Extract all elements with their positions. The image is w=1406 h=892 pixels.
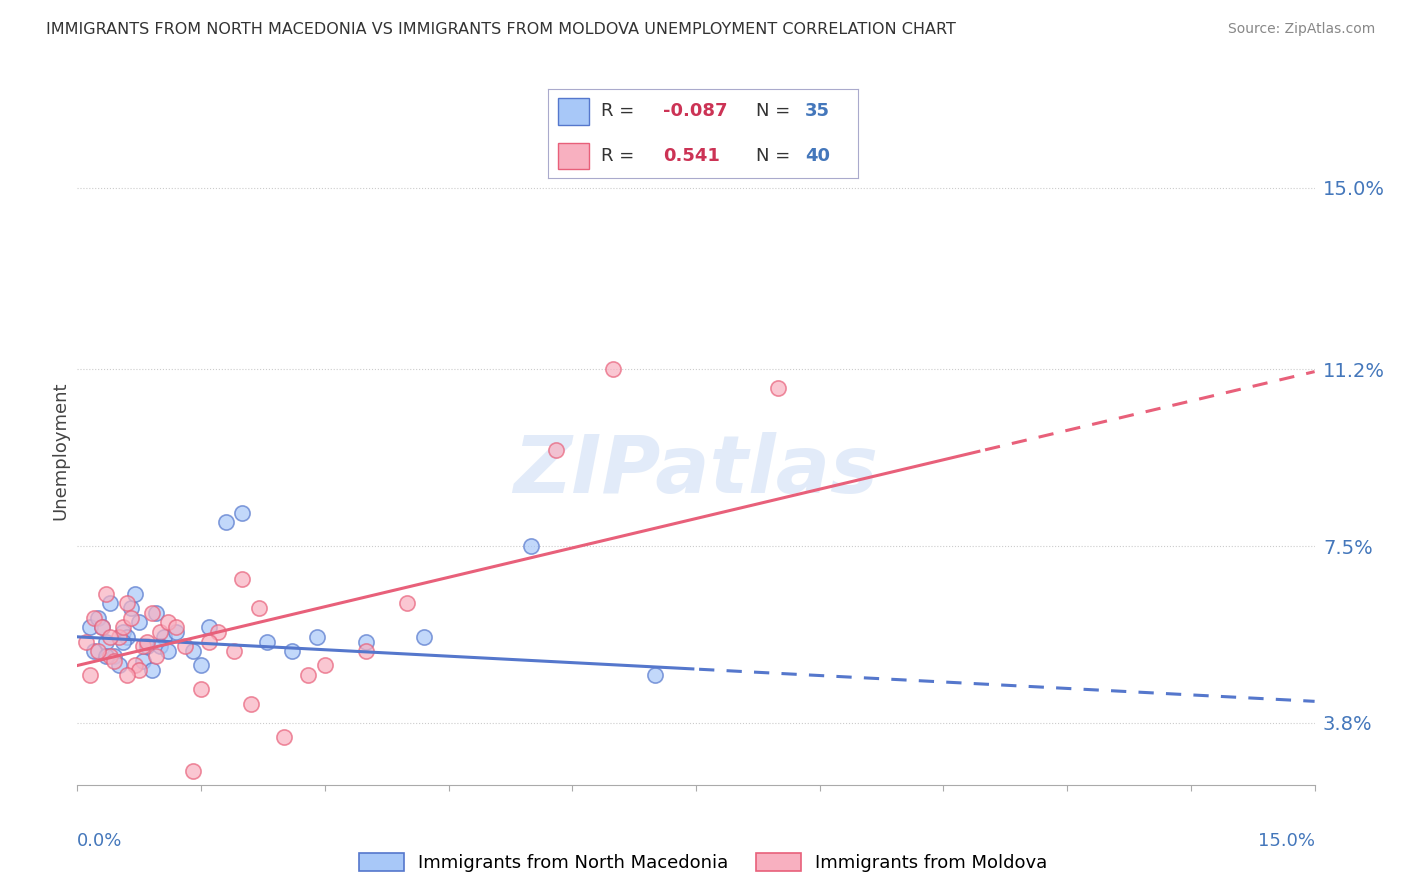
Point xyxy=(141,663,163,677)
Point xyxy=(120,610,142,624)
Point xyxy=(354,644,377,658)
Text: 40: 40 xyxy=(806,146,830,165)
Point xyxy=(412,630,434,644)
Text: N =: N = xyxy=(755,146,796,165)
FancyBboxPatch shape xyxy=(558,98,589,125)
Point xyxy=(273,730,295,744)
Point xyxy=(149,640,172,654)
Point xyxy=(256,634,278,648)
Point xyxy=(520,539,543,553)
Text: Source: ZipAtlas.com: Source: ZipAtlas.com xyxy=(1227,22,1375,37)
Point xyxy=(91,620,114,634)
Point xyxy=(198,634,221,648)
Point xyxy=(181,644,204,658)
Point xyxy=(96,634,118,648)
Text: IMMIGRANTS FROM NORTH MACEDONIA VS IMMIGRANTS FROM MOLDOVA UNEMPLOYMENT CORRELAT: IMMIGRANTS FROM NORTH MACEDONIA VS IMMIG… xyxy=(46,22,956,37)
Text: 15.0%: 15.0% xyxy=(1257,831,1315,850)
Point xyxy=(305,630,328,644)
Point xyxy=(79,668,101,682)
Point xyxy=(231,506,253,520)
Point xyxy=(602,362,624,376)
Point xyxy=(83,610,105,624)
Point xyxy=(136,640,159,654)
Text: N =: N = xyxy=(755,102,796,120)
Point xyxy=(297,668,319,682)
Point xyxy=(354,634,377,648)
Point xyxy=(207,625,229,640)
Point xyxy=(75,634,97,648)
Point xyxy=(132,640,155,654)
Point xyxy=(239,697,262,711)
Point xyxy=(115,668,138,682)
Point xyxy=(83,644,105,658)
Point xyxy=(115,630,138,644)
Point xyxy=(231,573,253,587)
Point xyxy=(141,606,163,620)
Point xyxy=(103,648,125,663)
Point xyxy=(128,615,150,630)
Text: ZIPatlas: ZIPatlas xyxy=(513,432,879,509)
Point xyxy=(165,620,187,634)
Text: 0.541: 0.541 xyxy=(662,146,720,165)
Point xyxy=(96,587,118,601)
Point xyxy=(96,648,118,663)
Point xyxy=(165,625,187,640)
Point xyxy=(98,630,121,644)
Y-axis label: Unemployment: Unemployment xyxy=(51,381,69,520)
Point xyxy=(153,630,176,644)
Point xyxy=(157,644,180,658)
Point xyxy=(145,606,167,620)
Point xyxy=(87,610,110,624)
Text: R =: R = xyxy=(600,146,640,165)
Text: R =: R = xyxy=(600,102,640,120)
Point xyxy=(124,587,146,601)
Text: 0.0%: 0.0% xyxy=(77,831,122,850)
Point xyxy=(145,648,167,663)
Point xyxy=(111,625,134,640)
Point xyxy=(190,658,212,673)
Point xyxy=(314,658,336,673)
Point xyxy=(198,620,221,634)
Point xyxy=(132,654,155,668)
Point xyxy=(149,625,172,640)
Point xyxy=(215,515,238,529)
Point xyxy=(136,634,159,648)
Point xyxy=(107,658,129,673)
Point xyxy=(124,658,146,673)
Point xyxy=(281,644,304,658)
Point xyxy=(396,596,419,610)
Point xyxy=(111,620,134,634)
Point xyxy=(87,644,110,658)
Point xyxy=(190,682,212,697)
Point xyxy=(120,601,142,615)
Point xyxy=(544,443,567,458)
Point xyxy=(98,596,121,610)
Point xyxy=(173,640,195,654)
Point xyxy=(103,654,125,668)
Point xyxy=(115,596,138,610)
Point xyxy=(222,644,245,658)
Point xyxy=(768,381,790,395)
FancyBboxPatch shape xyxy=(558,143,589,169)
Point xyxy=(107,630,129,644)
Point xyxy=(247,601,270,615)
Point xyxy=(91,620,114,634)
Point xyxy=(644,668,666,682)
Point xyxy=(128,663,150,677)
Point xyxy=(157,615,180,630)
Point xyxy=(79,620,101,634)
Legend: Immigrants from North Macedonia, Immigrants from Moldova: Immigrants from North Macedonia, Immigra… xyxy=(352,846,1054,880)
Text: -0.087: -0.087 xyxy=(662,102,727,120)
Point xyxy=(111,634,134,648)
Point xyxy=(181,764,204,778)
Text: 35: 35 xyxy=(806,102,830,120)
Point xyxy=(98,648,121,663)
